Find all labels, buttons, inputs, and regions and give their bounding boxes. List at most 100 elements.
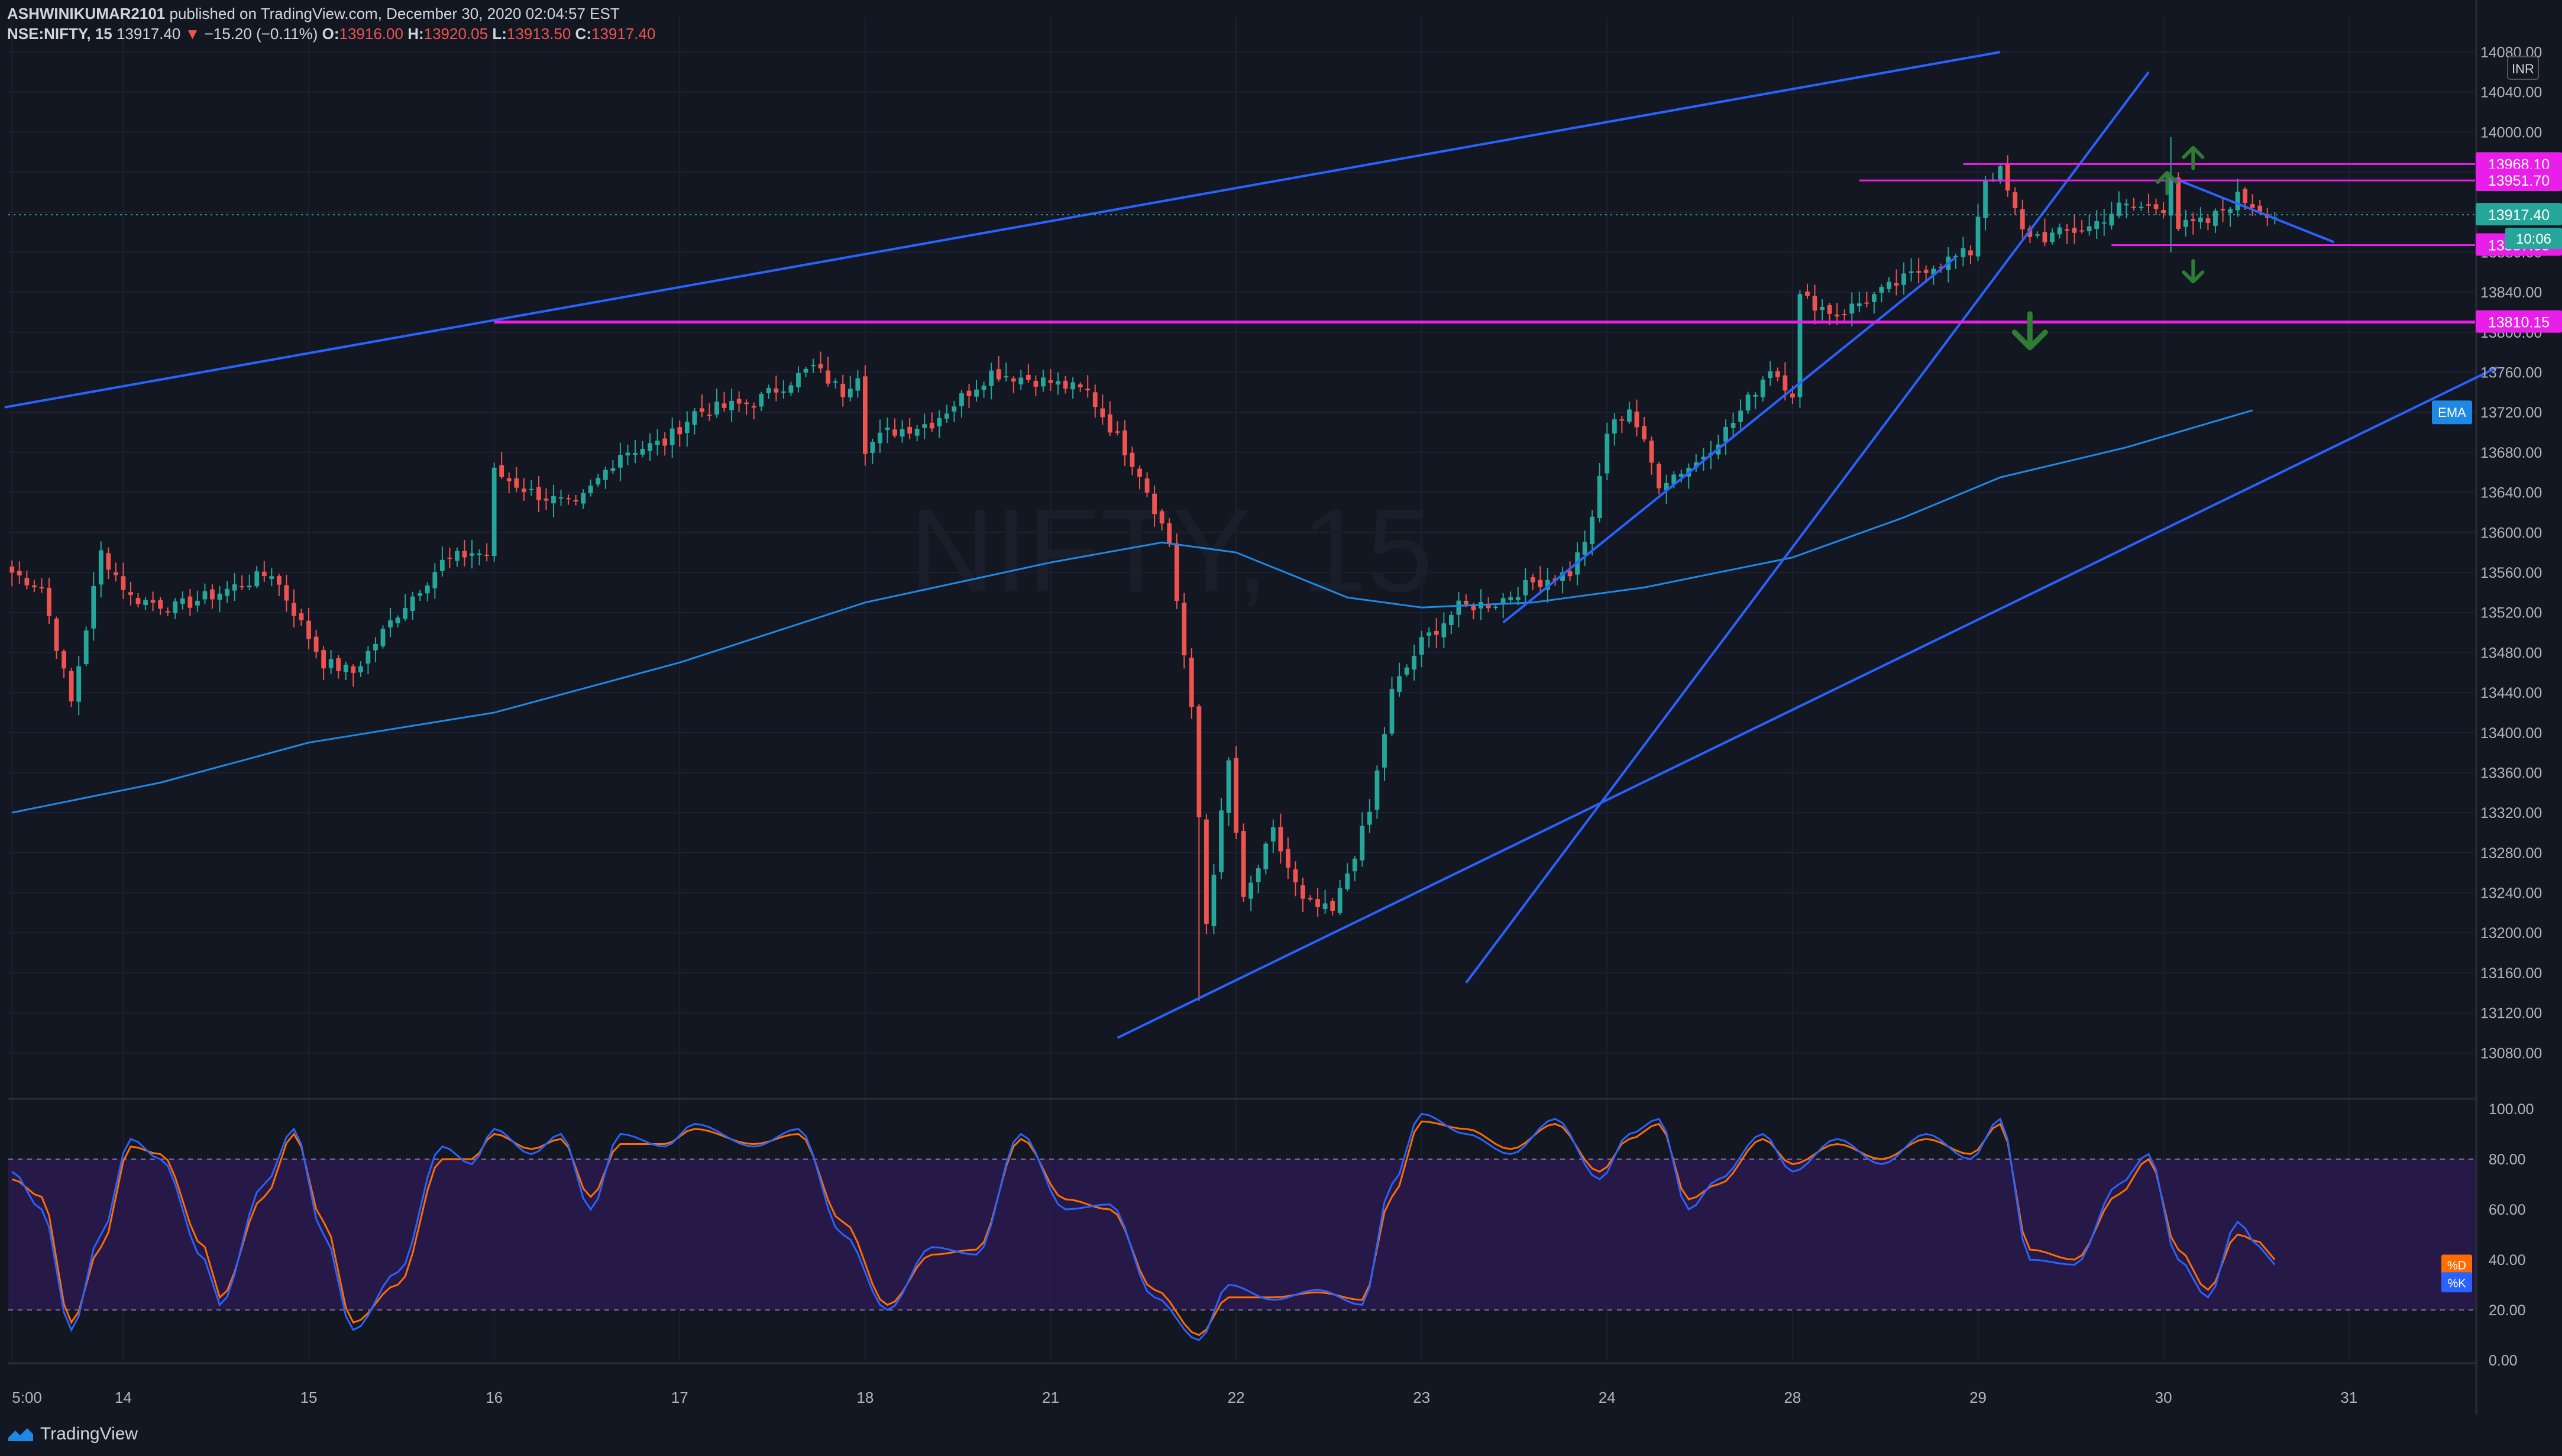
candle-body bbox=[1842, 314, 1847, 316]
candle-body bbox=[2191, 219, 2196, 221]
candle-body bbox=[1322, 903, 1328, 910]
candle-body bbox=[1887, 282, 1891, 289]
candle-body bbox=[2250, 204, 2255, 208]
candle-body bbox=[32, 585, 37, 588]
candle-body bbox=[1234, 758, 1238, 833]
candle-body bbox=[432, 572, 438, 588]
open-value: 13916.00 bbox=[339, 25, 403, 43]
tradingview-brand[interactable]: TradingView bbox=[7, 1424, 138, 1444]
candle-body bbox=[603, 470, 608, 480]
candle-body bbox=[573, 500, 578, 501]
candle-body bbox=[1760, 379, 1765, 397]
candle-body bbox=[1464, 600, 1468, 604]
level-price-tag[interactable] bbox=[2476, 169, 2562, 192]
candle-body bbox=[24, 578, 30, 585]
x-tick-label: 22 bbox=[1228, 1389, 1245, 1406]
symbol-label[interactable]: NSE:NIFTY, 15 bbox=[7, 25, 112, 43]
candle-body bbox=[766, 388, 771, 393]
candle-body bbox=[1923, 270, 1929, 273]
candle-body bbox=[180, 598, 185, 604]
candle-body bbox=[254, 571, 260, 587]
candle-body bbox=[491, 467, 497, 556]
trendline[interactable] bbox=[2170, 176, 2335, 244]
candle-body bbox=[499, 465, 504, 477]
candle-body bbox=[1790, 393, 1795, 398]
candle-body bbox=[781, 391, 786, 393]
arrow-up-icon bbox=[2156, 171, 2179, 196]
candle-body bbox=[2050, 232, 2055, 242]
stoch-tick-label: 40.00 bbox=[2489, 1252, 2526, 1269]
candle-body bbox=[1634, 411, 1639, 428]
ema-tag[interactable] bbox=[2432, 400, 2472, 425]
candle-body bbox=[1301, 885, 1305, 899]
stoch-tick-label: 80.00 bbox=[2489, 1151, 2526, 1168]
candle-body bbox=[1412, 655, 1417, 670]
candle-body bbox=[1115, 431, 1120, 433]
candle-body bbox=[1693, 462, 1699, 468]
candle-body bbox=[648, 443, 652, 451]
candle-body bbox=[1070, 382, 1076, 390]
candle-body bbox=[1270, 827, 1276, 842]
candle-body bbox=[1612, 419, 1617, 434]
author-name[interactable]: ASHWINIKUMAR2101 bbox=[7, 5, 166, 22]
candle-body bbox=[1872, 294, 1877, 302]
candle-body bbox=[796, 373, 801, 387]
candle-body bbox=[1590, 516, 1595, 544]
candle-body bbox=[581, 493, 586, 504]
y-tick-label: 13440.00 bbox=[2480, 685, 2542, 701]
candle-body bbox=[1389, 689, 1395, 734]
candle-body bbox=[907, 426, 913, 434]
candle-body bbox=[195, 600, 200, 606]
candle-body bbox=[54, 619, 59, 651]
candle-body bbox=[351, 666, 356, 673]
last-price-tag[interactable] bbox=[2476, 203, 2562, 226]
candle-body bbox=[343, 664, 348, 672]
currency-label: INR bbox=[2512, 62, 2534, 76]
candle-body bbox=[774, 388, 779, 393]
candle-body bbox=[225, 588, 229, 596]
candle-body bbox=[1278, 827, 1283, 852]
trendline[interactable] bbox=[1465, 71, 2150, 984]
candle-body bbox=[1998, 166, 2003, 182]
candle-body bbox=[1226, 760, 1231, 813]
candle-body bbox=[2065, 229, 2069, 231]
candle-body bbox=[2228, 209, 2233, 213]
candle-body bbox=[885, 427, 890, 430]
candle-body bbox=[1152, 493, 1157, 515]
currency-badge[interactable] bbox=[2507, 56, 2539, 80]
candle-body bbox=[470, 553, 474, 556]
y-tick-label: 13640.00 bbox=[2480, 485, 2542, 501]
candle-body bbox=[1775, 371, 1780, 377]
candle-body bbox=[1441, 623, 1447, 638]
trendline[interactable] bbox=[1117, 366, 2498, 1039]
trendline[interactable] bbox=[4, 51, 2001, 409]
candle-body bbox=[2034, 234, 2040, 236]
candle-body bbox=[477, 553, 482, 555]
candle-body bbox=[1567, 571, 1573, 577]
candle-body bbox=[150, 600, 156, 603]
candle-body bbox=[1159, 511, 1164, 524]
candle-body bbox=[551, 496, 556, 504]
candle-body bbox=[1797, 294, 1803, 397]
arrow-down-icon bbox=[2182, 259, 2205, 284]
candle-body bbox=[514, 478, 519, 488]
y-tick-label: 13200.00 bbox=[2480, 925, 2542, 941]
y-tick-label: 13600.00 bbox=[2480, 525, 2542, 541]
level-price-tag[interactable] bbox=[2476, 310, 2562, 333]
candle-body bbox=[1894, 283, 1899, 286]
candle-body bbox=[299, 613, 304, 620]
candle-body bbox=[69, 671, 74, 701]
candle-body bbox=[1018, 377, 1024, 384]
candle-body bbox=[143, 600, 148, 606]
trendline[interactable] bbox=[1502, 256, 1957, 624]
candle-body bbox=[1953, 255, 1958, 257]
candle-body bbox=[1330, 901, 1335, 911]
candle-body bbox=[114, 572, 118, 575]
candle-body bbox=[1908, 271, 1914, 273]
candle-body bbox=[662, 438, 668, 446]
stoch-legend-tag bbox=[2441, 1272, 2472, 1293]
candle-body bbox=[373, 643, 378, 651]
candle-body bbox=[336, 658, 341, 671]
candle-body bbox=[1107, 414, 1112, 433]
